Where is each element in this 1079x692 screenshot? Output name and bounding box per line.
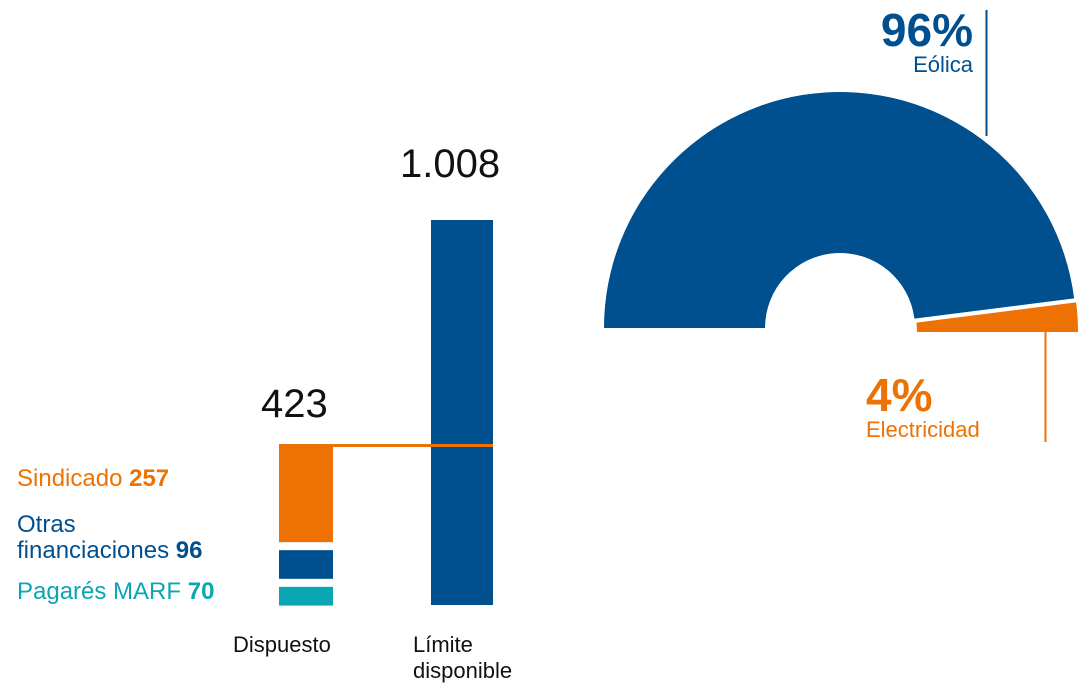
legend-sindicado-value: 257 — [129, 465, 170, 492]
legend-pagares: Pagarés MARF 70 — [17, 579, 214, 605]
xlabel-dispuesto: Dispuesto — [233, 632, 331, 657]
slice-eolica-percent: 96% — [880, 4, 973, 56]
xlabel-limite: Límite disponible — [413, 632, 512, 684]
xlabel-limite-line2: disponible — [413, 658, 513, 683]
legend-sindicado: Sindicado 257 — [17, 466, 169, 492]
pie-slice-1 — [604, 92, 1075, 328]
legend-pagares-value: 70 — [187, 578, 215, 605]
legend-otras-name-line1: Otras — [17, 511, 76, 538]
pie-slice-2 — [916, 302, 1078, 332]
bar-dispuesto-3 — [279, 586, 333, 606]
total-dispuesto-label: 423 — [261, 382, 328, 426]
slice-electricidad-percent: 4% — [866, 369, 933, 421]
slice-electricidad-name: Electricidad — [866, 417, 980, 442]
slice-label-electricidad: 4% Electricidad — [866, 372, 980, 442]
legend-otras-name-line2: financiaciones — [17, 537, 170, 564]
total-limite-label: 1.008 — [400, 142, 501, 186]
bar-dispuesto-1 — [279, 444, 333, 543]
legend-otras-value: 96 — [175, 537, 203, 564]
legend-sindicado-name: Sindicado — [17, 465, 123, 492]
legend-pagares-name: Pagarés MARF — [17, 578, 182, 605]
slice-eolica-name: Eólica — [913, 52, 973, 77]
slice-label-eolica: 96% Eólica — [881, 7, 973, 77]
bar-limite — [431, 220, 493, 605]
legend-otras: Otras financiaciones 96 — [17, 512, 202, 564]
xlabel-limite-line1: Límite — [413, 632, 473, 657]
bar-dispuesto-2 — [279, 550, 333, 579]
